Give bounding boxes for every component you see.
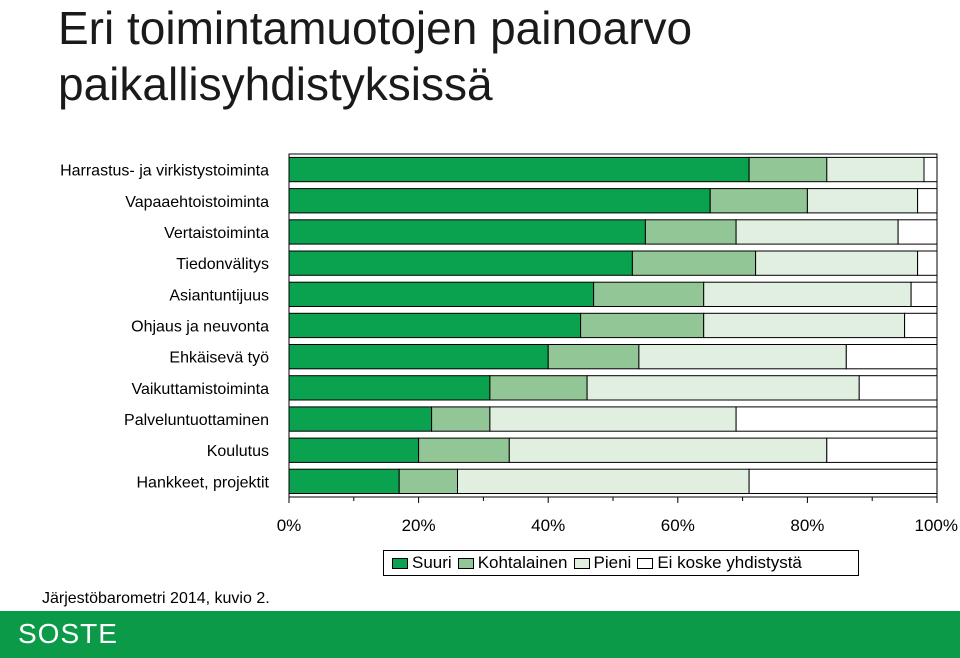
bar-segment-3-row-10 xyxy=(508,437,828,463)
legend-item: Suuri xyxy=(392,553,452,573)
title-line-1: Eri toimintamuotojen painoarvo xyxy=(58,2,693,54)
bar-segment-4-row-7 xyxy=(845,344,938,370)
bar-segment-1-row-9 xyxy=(288,406,433,432)
bar-segment-2-row-6 xyxy=(580,312,705,339)
category-label: Ohjaus ja neuvonta xyxy=(131,319,269,336)
x-tick-label: 40% xyxy=(531,516,565,535)
x-tick-label: 20% xyxy=(402,516,436,535)
footer-bar: SOSTE xyxy=(0,611,960,658)
bar-segment-4-row-5 xyxy=(910,281,938,308)
stacked-bar-chart: Harrastus- ja virkistystoiminta Vapaaehto… xyxy=(60,153,958,535)
category-label: Asiantuntijuus xyxy=(169,287,269,304)
category-label: Vertaistoiminta xyxy=(164,225,269,242)
legend-swatch xyxy=(457,557,474,569)
bar-segment-2-row-9 xyxy=(431,406,491,432)
bar-segment-2-row-11 xyxy=(398,468,459,495)
bar-segment-4-row-8 xyxy=(858,375,938,401)
legend-label: Kohtalainen xyxy=(477,553,568,572)
category-label: Hankkeet, projektit xyxy=(136,474,269,491)
category-label: Tiedonvälitys xyxy=(176,256,269,273)
bar-segment-4-row-10 xyxy=(826,437,938,463)
bar-segment-2-row-5 xyxy=(593,281,705,308)
bar-segment-2-row-2 xyxy=(709,188,808,214)
bar-segment-3-row-8 xyxy=(586,375,860,401)
bar-segment-3-row-11 xyxy=(457,468,750,495)
category-label: Ehkäisevä työ xyxy=(169,350,269,367)
bar-segment-2-row-4 xyxy=(631,250,757,276)
legend-label: Ei koske yhdistystä xyxy=(657,553,802,572)
legend-swatch xyxy=(573,557,590,569)
bar-segment-1-row-8 xyxy=(288,375,491,401)
chart-title: Eri toimintamuotojen painoarvo paikallis… xyxy=(58,0,692,112)
soste-logo: SOSTE xyxy=(18,618,118,649)
bar-segment-1-row-2 xyxy=(288,188,711,214)
bar-segment-2-row-1 xyxy=(748,156,828,183)
source-note: Järjestöbarometri 2014, kuvio 2. xyxy=(42,590,270,607)
bar-segment-1-row-10 xyxy=(288,437,420,463)
legend-swatch xyxy=(392,557,408,569)
x-tick-label: 80% xyxy=(790,516,824,535)
bar-segment-4-row-11 xyxy=(748,468,938,495)
x-tick-label: 60% xyxy=(661,516,695,535)
legend-item: Kohtalainen xyxy=(457,553,568,573)
category-label: Vaikuttamistoiminta xyxy=(131,381,269,398)
bar-segment-4-row-1 xyxy=(923,156,938,183)
bar-segment-2-row-10 xyxy=(418,437,510,463)
bar-segment-1-row-5 xyxy=(288,281,595,308)
bar-segment-3-row-7 xyxy=(638,344,847,370)
legend-item: Pieni xyxy=(573,553,632,573)
bar-segment-3-row-3 xyxy=(735,219,899,245)
bar-segment-3-row-2 xyxy=(806,188,919,214)
bar-segment-4-row-9 xyxy=(735,406,938,432)
legend-label: Pieni xyxy=(593,553,632,572)
bar-segment-3-row-6 xyxy=(703,312,906,339)
bar-segment-2-row-3 xyxy=(644,219,737,245)
bar-segment-3-row-9 xyxy=(489,406,737,432)
bar-segment-3-row-1 xyxy=(826,156,925,183)
category-label: Vapaaehtoistoiminta xyxy=(125,194,269,211)
legend-swatch xyxy=(637,557,654,569)
bar-segment-2-row-8 xyxy=(489,375,588,401)
bar-segment-1-row-6 xyxy=(288,312,582,339)
legend-item: Ei koske yhdistystä xyxy=(637,553,802,573)
category-label: Koulutus xyxy=(207,443,269,460)
x-tick-label: 100% xyxy=(915,516,958,535)
category-label: Harrastus- ja virkistystoiminta xyxy=(60,163,269,180)
title-line-2: paikallisyhdistyksissä xyxy=(58,58,493,110)
bar-segment-1-row-4 xyxy=(288,250,633,276)
bar-segment-3-row-5 xyxy=(703,281,912,308)
x-tick-label: 0% xyxy=(277,516,302,535)
bar-segment-4-row-2 xyxy=(917,188,938,214)
bar-segment-4-row-3 xyxy=(897,219,938,245)
bar-segment-1-row-3 xyxy=(288,219,646,245)
bar-segment-4-row-4 xyxy=(917,250,938,276)
chart-legend: Suuri Kohtalainen Pieni Ei koske yhdistystä xyxy=(383,550,859,576)
bar-segment-1-row-11 xyxy=(288,468,400,495)
legend-label: Suuri xyxy=(412,553,452,572)
bar-segment-2-row-7 xyxy=(547,344,640,370)
bar-segment-1-row-1 xyxy=(288,156,750,183)
category-label: Palveluntuottaminen xyxy=(124,412,269,429)
bar-segment-4-row-6 xyxy=(904,312,938,339)
bar-segment-3-row-4 xyxy=(755,250,919,276)
bar-segment-1-row-7 xyxy=(288,344,549,370)
